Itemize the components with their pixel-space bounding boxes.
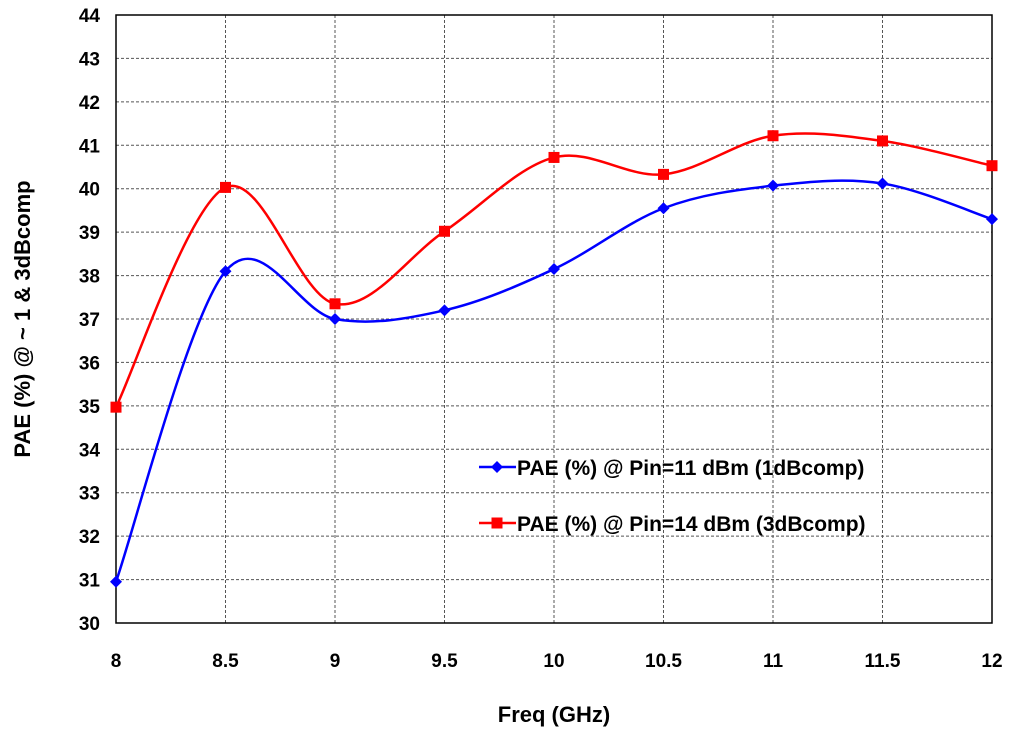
data-point — [876, 177, 889, 190]
plot-area-frame — [115, 14, 993, 624]
data-point — [438, 304, 451, 317]
data-point — [329, 313, 341, 325]
x-tick-label: 9.5 — [431, 651, 458, 672]
y-tick-label: 44 — [79, 6, 101, 27]
data-point — [220, 181, 231, 193]
data-point — [767, 130, 779, 142]
x-tick-label: 8.5 — [212, 651, 239, 672]
data-point — [329, 298, 341, 310]
series-1 — [110, 177, 998, 588]
x-axis-title: Freq (GHz) — [498, 702, 610, 727]
data-point — [110, 401, 122, 413]
data-point — [658, 168, 669, 180]
y-tick-label: 34 — [79, 440, 101, 461]
y-tick-label: 41 — [79, 136, 101, 157]
y-tick-label: 33 — [79, 484, 100, 505]
y-tick-label: 37 — [79, 310, 100, 331]
data-point — [986, 213, 998, 226]
y-tick-label: 42 — [79, 93, 100, 114]
data-point — [219, 265, 232, 278]
y-axis-title: PAE (%) @ ~ 1 & 3dBcomp — [10, 180, 35, 457]
x-tick-label: 10.5 — [645, 651, 682, 672]
x-tick-label: 9 — [330, 651, 341, 672]
data-point — [877, 135, 888, 147]
x-axis-tick-labels: 8 8.5 9 9.5 10 10.5 11 11.5 12 — [111, 651, 1003, 672]
y-tick-label: 32 — [79, 527, 100, 548]
x-tick-label: 8 — [111, 651, 122, 672]
y-tick-label: 36 — [79, 353, 100, 374]
legend-marker — [491, 461, 503, 473]
y-tick-label: 31 — [79, 571, 101, 592]
y-tick-label: 43 — [79, 49, 100, 70]
data-point — [439, 225, 450, 237]
y-axis-tick-labels: 30 31 32 33 34 35 36 37 38 39 40 41 42 43 44 — [79, 6, 101, 635]
series-layer — [110, 130, 998, 588]
grid — [116, 15, 992, 623]
x-tick-label: 10 — [543, 651, 564, 672]
data-point — [767, 179, 779, 192]
y-tick-label: 30 — [79, 614, 100, 635]
legend-entry-2: PAE (%) @ Pin=14 dBm (3dBcomp) — [479, 513, 866, 536]
x-tick-label: 11 — [763, 651, 784, 672]
legend-entry-1: PAE (%) @ Pin=11 dBm (1dBcomp) — [479, 457, 864, 480]
x-tick-label: 11.5 — [865, 651, 901, 672]
y-tick-label: 39 — [79, 223, 100, 244]
data-point — [986, 160, 998, 172]
series-2 — [110, 130, 998, 413]
legend-label: PAE (%) @ Pin=14 dBm (3dBcomp) — [517, 513, 866, 536]
y-tick-label: 38 — [79, 267, 100, 288]
legend: PAE (%) @ Pin=11 dBm (1dBcomp) PAE (%) @ … — [479, 457, 866, 536]
data-point — [110, 575, 122, 588]
legend-marker — [491, 517, 503, 529]
data-point — [548, 263, 560, 276]
x-tick-label: 12 — [981, 651, 1002, 672]
data-point — [657, 202, 670, 215]
legend-label: PAE (%) @ Pin=11 dBm (1dBcomp) — [517, 457, 864, 480]
series-line — [114, 179, 993, 583]
y-tick-label: 40 — [79, 180, 100, 201]
y-tick-label: 35 — [79, 397, 101, 418]
data-point — [548, 151, 560, 163]
